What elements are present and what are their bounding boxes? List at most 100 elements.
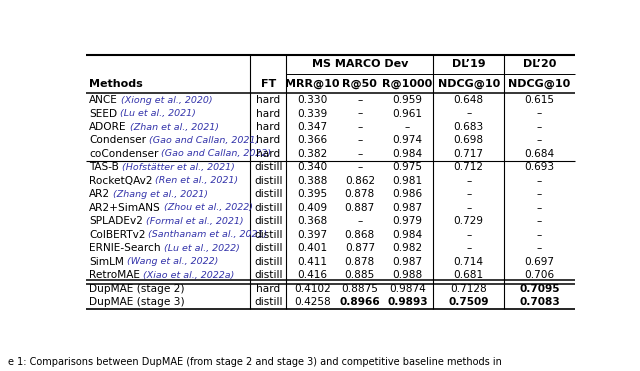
Text: –: – xyxy=(405,122,410,132)
Text: 0.982: 0.982 xyxy=(392,243,422,253)
Text: 0.397: 0.397 xyxy=(297,230,327,240)
Text: e 1: Comparisons between DupMAE (from stage 2 and stage 3) and competitive basel: e 1: Comparisons between DupMAE (from st… xyxy=(8,357,502,367)
Text: 0.987: 0.987 xyxy=(392,257,422,267)
Text: 0.683: 0.683 xyxy=(454,122,484,132)
Text: ColBERTv2: ColBERTv2 xyxy=(89,230,145,240)
Text: –: – xyxy=(537,176,542,186)
Text: –: – xyxy=(357,122,362,132)
Text: 0.4258: 0.4258 xyxy=(294,297,330,307)
Text: ERNIE-Search: ERNIE-Search xyxy=(89,243,161,253)
Text: 0.975: 0.975 xyxy=(392,162,422,173)
Text: 0.961: 0.961 xyxy=(392,109,422,119)
Text: coCondenser: coCondenser xyxy=(89,149,158,159)
Text: –: – xyxy=(357,149,362,159)
Text: (Lu et al., 2022): (Lu et al., 2022) xyxy=(161,244,239,253)
Text: (Zhang et al., 2021): (Zhang et al., 2021) xyxy=(110,190,208,199)
Text: 0.395: 0.395 xyxy=(297,189,327,199)
Text: ANCE: ANCE xyxy=(89,95,118,105)
Text: 0.717: 0.717 xyxy=(454,149,484,159)
Text: –: – xyxy=(466,176,471,186)
Text: 0.684: 0.684 xyxy=(525,149,555,159)
Text: 0.9874: 0.9874 xyxy=(389,283,426,293)
Text: RocketQAv2: RocketQAv2 xyxy=(89,176,152,186)
Text: (Formal et al., 2021): (Formal et al., 2021) xyxy=(143,217,243,226)
Text: –: – xyxy=(357,135,362,145)
Text: 0.615: 0.615 xyxy=(525,95,554,105)
Text: 0.714: 0.714 xyxy=(454,257,484,267)
Text: distill: distill xyxy=(254,176,282,186)
Text: 0.401: 0.401 xyxy=(297,243,327,253)
Text: R@50: R@50 xyxy=(342,79,377,89)
Text: 0.988: 0.988 xyxy=(392,270,422,280)
Text: 0.7095: 0.7095 xyxy=(519,283,560,293)
Text: hard: hard xyxy=(256,109,280,119)
Text: 0.340: 0.340 xyxy=(297,162,327,173)
Text: –: – xyxy=(357,109,362,119)
Text: MS MARCO Dev: MS MARCO Dev xyxy=(312,59,408,69)
Text: –: – xyxy=(537,243,542,253)
Text: 0.693: 0.693 xyxy=(525,162,555,173)
Text: DupMAE (stage 3): DupMAE (stage 3) xyxy=(89,297,184,307)
Text: (Santhanam et al., 2021): (Santhanam et al., 2021) xyxy=(145,230,268,239)
Text: –: – xyxy=(537,109,542,119)
Text: 0.411: 0.411 xyxy=(297,257,327,267)
Text: 0.648: 0.648 xyxy=(454,95,484,105)
Text: 0.987: 0.987 xyxy=(392,203,422,213)
Text: 0.388: 0.388 xyxy=(297,176,327,186)
Text: 0.959: 0.959 xyxy=(392,95,422,105)
Text: 0.697: 0.697 xyxy=(525,257,554,267)
Text: 0.974: 0.974 xyxy=(392,135,422,145)
Text: 0.981: 0.981 xyxy=(392,176,422,186)
Text: distill: distill xyxy=(254,257,282,267)
Text: 0.347: 0.347 xyxy=(297,122,327,132)
Text: (Wang et al., 2022): (Wang et al., 2022) xyxy=(124,257,218,266)
Text: 0.8875: 0.8875 xyxy=(341,283,378,293)
Text: –: – xyxy=(466,109,471,119)
Text: 0.862: 0.862 xyxy=(345,176,375,186)
Text: distill: distill xyxy=(254,203,282,213)
Text: –: – xyxy=(537,216,542,226)
Text: –: – xyxy=(537,189,542,199)
Text: ADORE: ADORE xyxy=(89,122,127,132)
Text: 0.878: 0.878 xyxy=(345,257,375,267)
Text: distill: distill xyxy=(254,243,282,253)
Text: 0.7128: 0.7128 xyxy=(451,283,487,293)
Text: (Gao and Callan, 2021): (Gao and Callan, 2021) xyxy=(146,136,259,145)
Text: 0.416: 0.416 xyxy=(297,270,327,280)
Text: (Ren et al., 2021): (Ren et al., 2021) xyxy=(152,176,239,186)
Text: (Xiao et al., 2022a): (Xiao et al., 2022a) xyxy=(140,270,234,280)
Text: hard: hard xyxy=(256,135,280,145)
Text: NDCG@10: NDCG@10 xyxy=(508,79,571,89)
Text: 0.877: 0.877 xyxy=(345,243,375,253)
Text: distill: distill xyxy=(254,216,282,226)
Text: –: – xyxy=(537,135,542,145)
Text: hard: hard xyxy=(256,283,280,293)
Text: 0.366: 0.366 xyxy=(297,135,327,145)
Text: NDCG@10: NDCG@10 xyxy=(438,79,500,89)
Text: 0.382: 0.382 xyxy=(297,149,327,159)
Text: hard: hard xyxy=(256,95,280,105)
Text: 0.984: 0.984 xyxy=(392,149,422,159)
Text: 0.9893: 0.9893 xyxy=(387,297,428,307)
Text: DL’19: DL’19 xyxy=(452,59,486,69)
Text: –: – xyxy=(357,95,362,105)
Text: (Hofstätter et al., 2021): (Hofstätter et al., 2021) xyxy=(119,163,235,172)
Text: DupMAE (stage 2): DupMAE (stage 2) xyxy=(89,283,184,293)
Text: distill: distill xyxy=(254,162,282,173)
Text: 0.681: 0.681 xyxy=(454,270,484,280)
Text: –: – xyxy=(537,230,542,240)
Text: 0.339: 0.339 xyxy=(297,109,327,119)
Text: 0.706: 0.706 xyxy=(525,270,555,280)
Text: 0.878: 0.878 xyxy=(345,189,375,199)
Text: –: – xyxy=(466,189,471,199)
Text: hard: hard xyxy=(256,149,280,159)
Text: 0.729: 0.729 xyxy=(454,216,484,226)
Text: (Xiong et al., 2020): (Xiong et al., 2020) xyxy=(118,96,212,105)
Text: distill: distill xyxy=(254,230,282,240)
Text: 0.8966: 0.8966 xyxy=(339,297,380,307)
Text: –: – xyxy=(466,230,471,240)
Text: RetroMAE: RetroMAE xyxy=(89,270,140,280)
Text: distill: distill xyxy=(254,297,282,307)
Text: distill: distill xyxy=(254,270,282,280)
Text: MRR@10: MRR@10 xyxy=(285,79,339,89)
